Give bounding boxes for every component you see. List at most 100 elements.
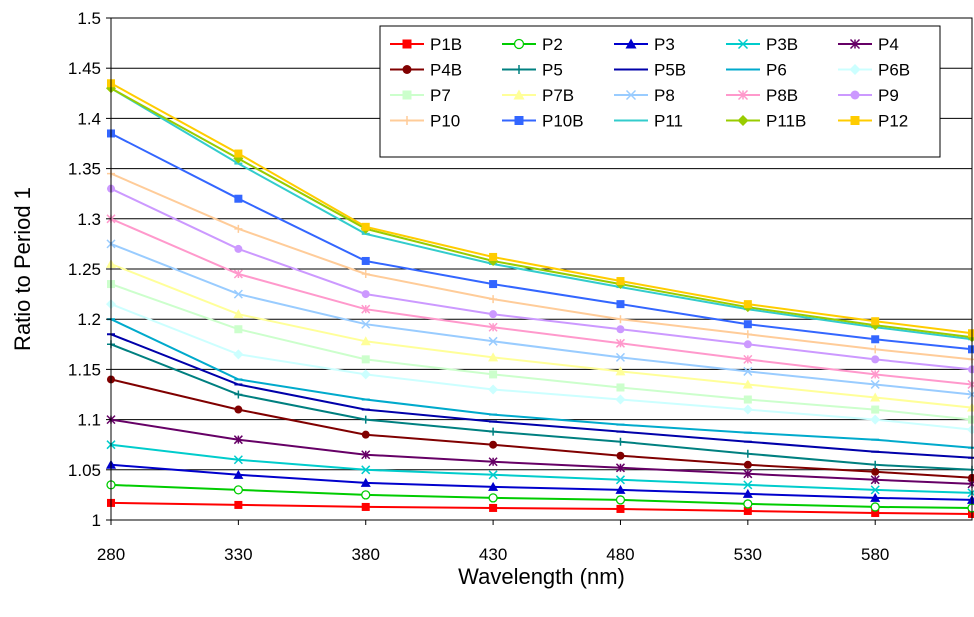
legend-marker [850, 116, 860, 125]
legend-item: P9 [838, 86, 899, 105]
legend-item: P6B [838, 61, 910, 80]
data-point [616, 325, 625, 334]
y-tick-label: 1.5 [77, 9, 101, 28]
legend-label: P4 [878, 35, 899, 54]
data-point [968, 465, 974, 474]
legend-item: P11B [726, 112, 806, 131]
data-point [361, 304, 371, 314]
y-tick-label: 1.1 [77, 411, 101, 430]
legend-marker [625, 89, 637, 101]
data-point [870, 492, 881, 502]
legend-marker [849, 64, 861, 75]
data-point [616, 437, 625, 446]
legend-item: P10B [502, 112, 584, 131]
legend-label: P5 [542, 61, 563, 80]
series-line [110, 132, 973, 351]
legend-marker [402, 39, 412, 49]
data-point [489, 440, 498, 449]
data-point [871, 345, 880, 354]
data-point [871, 405, 880, 414]
data-point [488, 457, 498, 467]
legend-item: P12 [838, 112, 908, 131]
data-point [871, 335, 880, 344]
data-point [968, 415, 974, 424]
y-tick-label: 1.25 [68, 260, 101, 279]
x-tick-label: 280 [97, 545, 125, 564]
legend-label: P3 [654, 35, 675, 54]
series-line [110, 217, 973, 386]
data-point [743, 340, 752, 349]
data-point [870, 414, 881, 425]
data-point [615, 366, 626, 376]
legend-marker [513, 89, 525, 100]
data-point [743, 460, 752, 469]
legend-marker [513, 38, 525, 50]
data-point [743, 354, 753, 364]
data-point [615, 394, 626, 405]
data-point [360, 336, 371, 346]
y-tick-label: 1.45 [68, 59, 101, 78]
y-tick-label: 1.15 [68, 360, 101, 379]
data-point [870, 502, 880, 512]
data-point [743, 449, 752, 458]
legend-label: P4B [430, 61, 462, 80]
data-point [870, 369, 880, 379]
data-point [489, 310, 498, 319]
legend-label: P11B [766, 112, 806, 131]
legend-label: P7B [542, 86, 574, 105]
series-P5B [107, 333, 974, 459]
series-line [110, 343, 973, 471]
series-line [110, 172, 973, 361]
legend-item: P11 [614, 112, 683, 131]
data-point [234, 500, 243, 509]
data-point [489, 503, 498, 512]
y-tick-label: 1.05 [68, 461, 101, 480]
y-axis-label: Ratio to Period 1 [10, 187, 35, 351]
data-point [616, 451, 625, 460]
series-line [110, 242, 973, 396]
legend-label: P11 [654, 112, 683, 131]
data-point [361, 270, 370, 279]
data-point [743, 499, 753, 509]
data-point [615, 463, 625, 473]
data-point [234, 224, 243, 233]
data-point [743, 366, 753, 376]
legend-marker [737, 89, 749, 101]
series-line [110, 263, 973, 409]
data-point [361, 222, 370, 231]
data-point [615, 495, 626, 505]
series-P10 [107, 169, 974, 364]
y-tick-label: 1.35 [68, 160, 101, 179]
data-point [233, 309, 244, 319]
data-point [361, 319, 371, 329]
series-P8 [106, 239, 974, 400]
data-point [234, 390, 243, 399]
data-point [616, 277, 625, 286]
legend-label: P7 [430, 86, 451, 105]
x-tick-label: 430 [479, 545, 507, 564]
legend-item: P2 [502, 35, 563, 54]
data-point [360, 477, 371, 487]
series-line [110, 483, 973, 509]
series-line [110, 378, 973, 479]
series-line [110, 82, 973, 335]
data-point [743, 320, 752, 329]
data-point [968, 345, 974, 354]
x-axis-ticks: 280 330 380 430 480 530 580 [97, 520, 889, 564]
data-point [616, 315, 625, 324]
legend-marker [849, 38, 861, 50]
legend-label: P3B [766, 35, 798, 54]
data-point [967, 503, 974, 513]
data-point [488, 384, 499, 395]
data-point [967, 424, 974, 435]
data-point [361, 355, 370, 364]
data-point [234, 244, 243, 253]
data-point [488, 322, 498, 332]
y-tick-label: 1.4 [77, 109, 101, 128]
data-point [870, 379, 880, 389]
data-point [234, 194, 243, 203]
series-P9 [107, 184, 974, 374]
data-point [616, 504, 625, 513]
series-line [110, 87, 973, 341]
